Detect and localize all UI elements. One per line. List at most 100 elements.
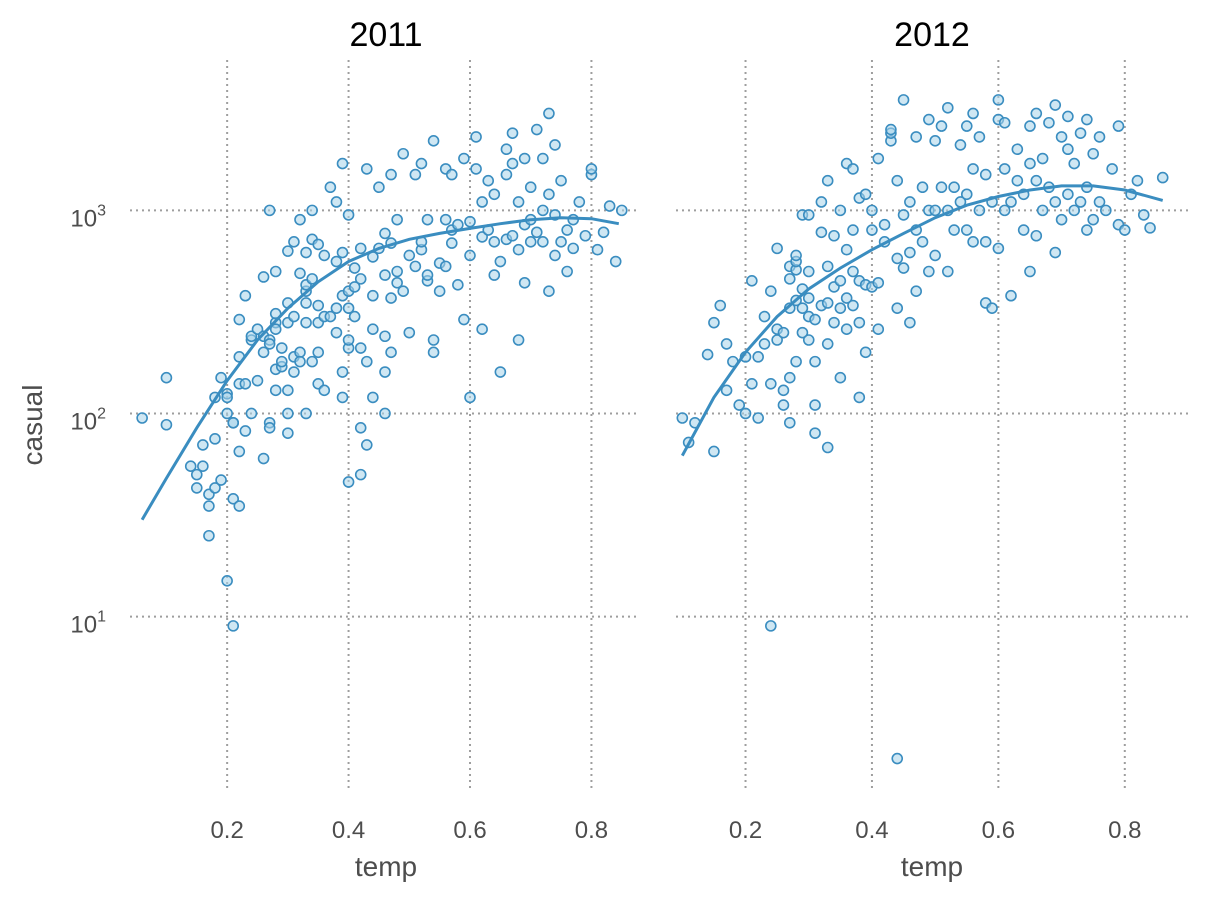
data-point <box>524 181 537 194</box>
data-point <box>1036 204 1049 217</box>
data-point <box>923 113 935 126</box>
data-point <box>251 374 264 387</box>
data-point <box>567 242 580 255</box>
data-point <box>445 237 458 249</box>
data-point <box>872 276 885 289</box>
data-point <box>221 575 233 587</box>
data-point <box>796 326 809 339</box>
data-point <box>203 529 215 542</box>
data-point <box>998 163 1011 175</box>
data-point <box>367 391 379 404</box>
data-point <box>840 292 853 304</box>
data-point <box>354 422 367 434</box>
data-point <box>300 316 312 329</box>
data-point <box>1081 113 1093 126</box>
data-point <box>367 323 379 335</box>
data-point <box>415 157 428 170</box>
data-point <box>752 351 764 363</box>
data-point <box>360 439 373 451</box>
data-point <box>847 299 859 312</box>
data-point <box>954 139 967 151</box>
data-point <box>512 243 525 256</box>
data-point <box>543 188 555 201</box>
data-point <box>233 500 246 512</box>
data-point <box>942 101 954 114</box>
data-point <box>330 196 343 208</box>
data-point <box>821 441 834 454</box>
data-point <box>1131 174 1144 187</box>
data-point <box>1011 143 1024 156</box>
data-point <box>494 366 507 378</box>
data-point <box>872 152 885 165</box>
data-point <box>1068 204 1081 217</box>
data-point <box>312 238 325 251</box>
data-point <box>512 196 525 208</box>
data-point <box>872 323 885 335</box>
data-point <box>336 157 349 170</box>
data-point <box>360 355 373 368</box>
data-point <box>306 204 318 217</box>
data-point <box>1068 157 1081 170</box>
data-point <box>136 412 148 424</box>
data-point <box>488 269 501 281</box>
data-point <box>294 267 306 280</box>
data-point <box>992 242 1005 255</box>
data-point <box>720 384 733 397</box>
data-point <box>1017 224 1030 236</box>
data-point <box>233 313 246 326</box>
data-point <box>348 281 361 293</box>
data-point <box>452 218 464 231</box>
data-point <box>998 204 1011 217</box>
data-point <box>802 334 815 346</box>
data-point <box>597 226 610 239</box>
data-point <box>1144 222 1156 234</box>
data-point <box>458 152 470 165</box>
panel-title: 2011 <box>349 16 422 54</box>
data-point <box>360 163 373 175</box>
data-point <box>294 355 306 368</box>
data-point <box>783 273 796 285</box>
data-point <box>324 181 337 194</box>
data-point <box>239 289 252 302</box>
data-point <box>853 391 866 404</box>
data-point <box>579 229 592 242</box>
data-point <box>802 292 815 304</box>
panel-title: 2012 <box>894 16 970 54</box>
data-point <box>916 236 929 248</box>
data-point <box>215 474 227 486</box>
data-point <box>708 316 720 329</box>
data-point <box>802 265 815 278</box>
data-point <box>891 302 904 314</box>
data-point <box>960 188 973 201</box>
data-point <box>720 338 733 350</box>
data-point <box>397 147 410 160</box>
data-point <box>733 399 746 411</box>
data-point <box>555 236 567 248</box>
data-point <box>1081 224 1093 236</box>
data-point <box>1049 99 1062 111</box>
data-point <box>257 271 270 283</box>
data-point <box>445 168 458 181</box>
data-point <box>257 452 270 465</box>
data-point <box>318 249 331 262</box>
data-point <box>421 269 434 281</box>
x-tick-label: 0.6 <box>982 817 1015 844</box>
x-tick-label: 0.8 <box>1108 817 1141 844</box>
data-point <box>385 168 397 181</box>
data-point <box>494 255 507 268</box>
data-point <box>847 265 859 278</box>
data-point <box>1005 196 1017 208</box>
data-point <box>866 204 878 217</box>
data-point <box>300 246 312 259</box>
data-point <box>397 285 410 297</box>
data-point <box>910 131 922 143</box>
data-point <box>828 316 840 329</box>
x-tick-label: 0.8 <box>575 817 608 844</box>
data-point <box>1030 229 1043 242</box>
data-point <box>948 181 960 194</box>
data-point <box>809 313 821 326</box>
data-point <box>834 302 847 314</box>
data-point <box>859 188 872 201</box>
data-point <box>385 292 397 304</box>
data-point <box>263 422 276 434</box>
